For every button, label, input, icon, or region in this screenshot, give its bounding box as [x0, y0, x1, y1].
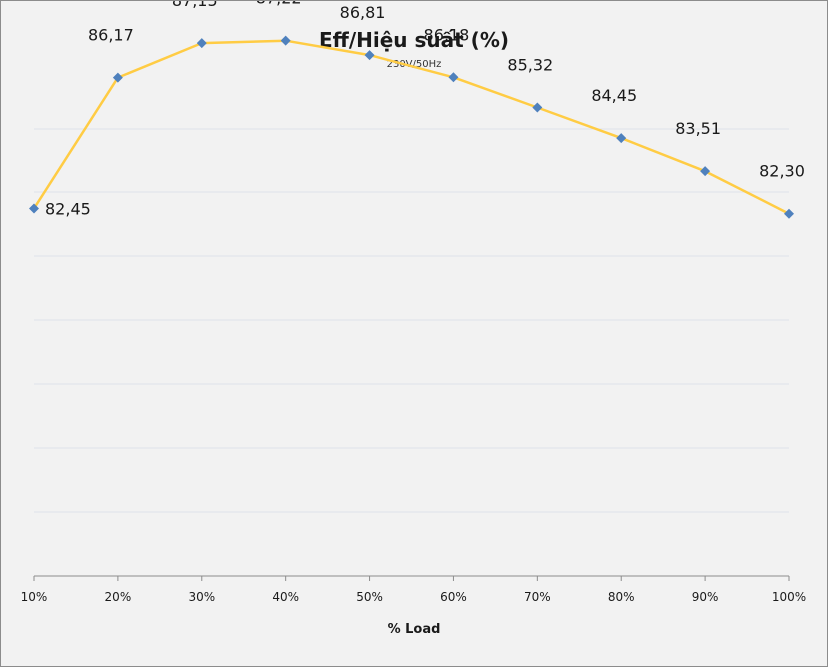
x-tick-label-60: 60% [440, 590, 467, 604]
x-tick-label-90: 90% [692, 590, 719, 604]
data-point-90 [700, 166, 711, 177]
data-point-40 [280, 35, 291, 46]
x-tick-label-100: 100% [772, 590, 806, 604]
x-tick-label-70: 70% [524, 590, 551, 604]
data-label-50: 86,81 [340, 3, 386, 22]
chart-title: Eff/Hiệu suất (%) [318, 28, 509, 52]
data-label-30: 87,15 [172, 1, 218, 10]
data-label-10: 82,45 [45, 199, 91, 218]
data-label-70: 85,32 [507, 56, 553, 75]
x-tick-label-80: 80% [608, 590, 635, 604]
x-tick-label-10: 10% [21, 590, 48, 604]
data-point-10 [29, 203, 39, 214]
data-point-30 [196, 38, 207, 49]
x-tick-label-30: 30% [188, 590, 215, 604]
x-tick-label-40: 40% [272, 590, 299, 604]
data-label-80: 84,45 [591, 86, 637, 105]
data-point-100 [784, 208, 794, 219]
data-label-60: 86,18 [424, 25, 470, 44]
chart-subtitle: 230V/50Hz [386, 59, 442, 70]
data-point-50 [364, 50, 375, 61]
x-tick-label-50: 50% [356, 590, 383, 604]
x-axis-title: % Load [387, 622, 441, 637]
series-line [32, 39, 790, 215]
data-label-40: 87,22 [256, 1, 302, 8]
data-label-90: 83,51 [675, 119, 721, 138]
data-point-60 [448, 72, 459, 83]
data-point-80 [616, 133, 627, 144]
data-label-100: 82,30 [759, 162, 805, 181]
data-point-20 [112, 72, 123, 83]
data-point-70 [532, 102, 543, 113]
x-tick-label-20: 20% [105, 590, 132, 604]
data-label-20: 86,17 [88, 26, 134, 45]
